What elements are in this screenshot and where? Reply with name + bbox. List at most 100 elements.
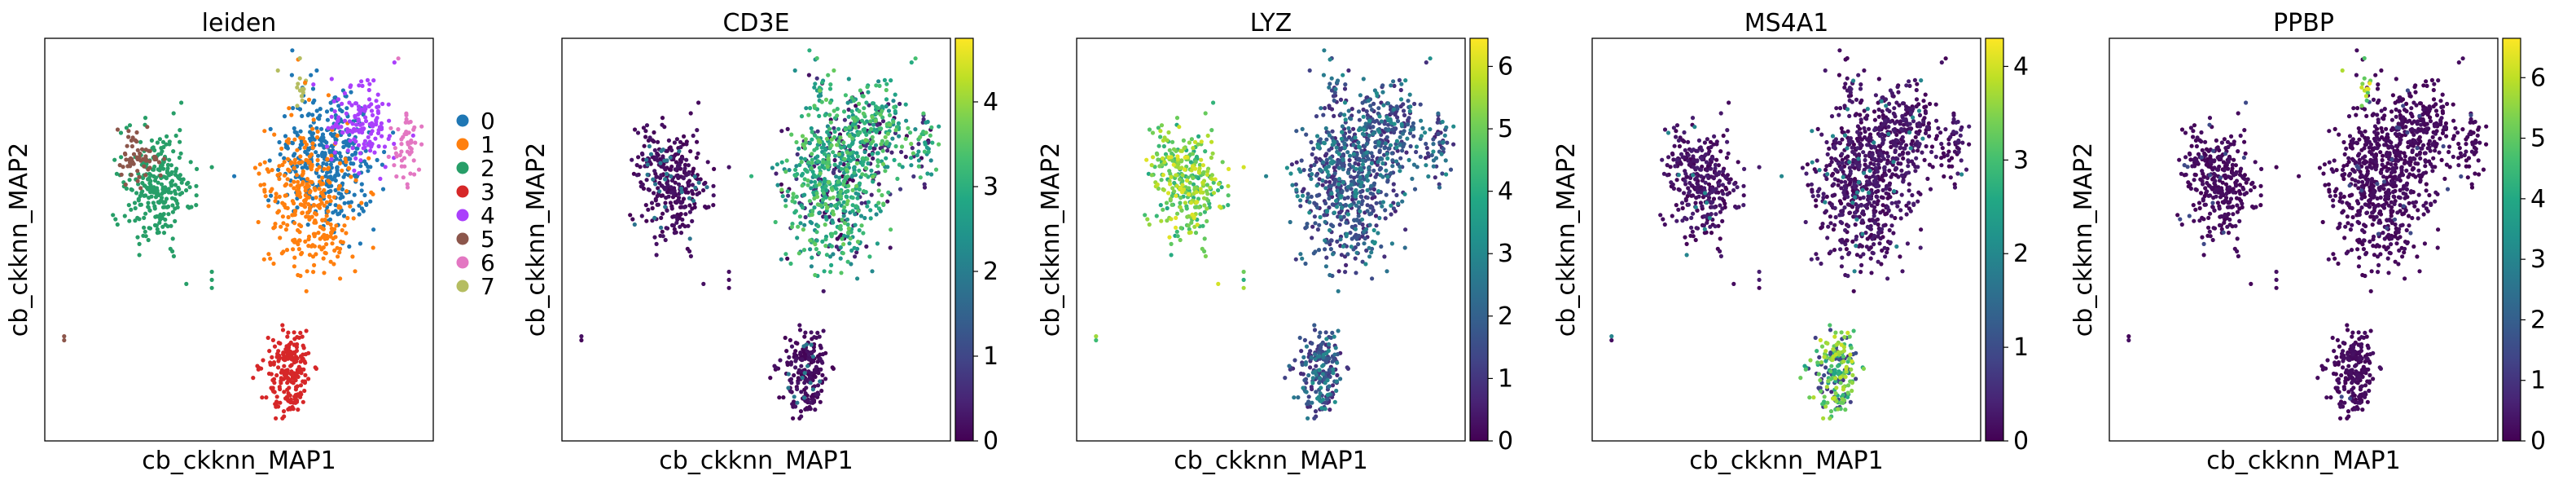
data-point — [280, 214, 285, 219]
data-point — [324, 170, 330, 175]
data-point — [863, 138, 868, 143]
data-point — [639, 184, 643, 189]
data-point — [1356, 144, 1362, 149]
data-point — [156, 152, 161, 157]
data-point — [308, 189, 313, 194]
data-point — [1327, 57, 1332, 62]
colorbar-tick-label: 4 — [1498, 178, 1513, 206]
data-point — [636, 155, 641, 160]
data-point — [909, 163, 914, 168]
data-point — [319, 200, 324, 205]
data-point — [705, 160, 710, 165]
data-point — [169, 190, 173, 195]
data-point — [169, 223, 173, 228]
data-point — [854, 161, 859, 165]
data-point — [1306, 195, 1310, 200]
data-point — [875, 106, 881, 111]
data-point — [832, 162, 837, 167]
data-point — [1198, 212, 1203, 217]
data-point — [798, 221, 803, 226]
data-point — [1323, 330, 1328, 335]
data-point — [835, 143, 840, 148]
data-point — [333, 173, 338, 178]
data-point — [1383, 208, 1388, 213]
data-point — [138, 186, 143, 191]
data-point — [1339, 136, 1344, 141]
data-point — [854, 183, 859, 188]
data-point — [119, 155, 124, 160]
data-point — [127, 178, 132, 183]
data-point — [1323, 219, 1327, 224]
data-point — [1308, 349, 1313, 354]
data-point — [1837, 73, 1841, 77]
data-point — [251, 376, 256, 381]
data-point — [138, 202, 143, 207]
data-point — [1938, 130, 1943, 135]
data-point — [312, 220, 317, 225]
data-point — [1196, 134, 1201, 139]
data-point — [857, 187, 862, 192]
data-point — [1444, 172, 1449, 177]
data-point — [314, 252, 318, 257]
data-point — [1880, 196, 1885, 200]
data-point — [152, 204, 157, 209]
data-point — [146, 205, 151, 209]
data-point — [800, 134, 805, 139]
data-point — [669, 190, 674, 195]
data-point — [1844, 247, 1849, 252]
data-point — [1346, 126, 1351, 130]
data-point — [292, 237, 297, 242]
data-point — [669, 148, 674, 152]
data-point — [341, 214, 347, 218]
data-point — [1395, 119, 1401, 124]
data-point — [1330, 359, 1335, 364]
data-point — [1160, 156, 1165, 161]
data-point — [807, 48, 812, 53]
data-point — [1344, 137, 1349, 142]
data-point — [808, 381, 813, 385]
data-point — [1709, 231, 1714, 236]
data-point — [644, 218, 649, 223]
data-point — [364, 201, 369, 206]
data-point — [647, 143, 652, 149]
data-point — [1209, 155, 1213, 161]
data-point — [371, 227, 376, 232]
data-point — [292, 355, 296, 361]
data-point — [1372, 240, 1377, 246]
data-point — [305, 158, 310, 163]
data-point — [1405, 136, 1410, 141]
data-point — [1363, 262, 1368, 267]
data-point — [351, 208, 356, 213]
data-point — [1334, 205, 1340, 209]
data-point — [1306, 416, 1310, 421]
data-point — [286, 137, 291, 142]
data-point — [1380, 200, 1385, 205]
data-point — [810, 221, 814, 226]
data-point — [847, 241, 852, 246]
data-point — [1308, 167, 1313, 172]
data-point — [873, 143, 879, 148]
data-point — [359, 206, 364, 211]
data-point — [1360, 162, 1365, 167]
data-point — [792, 351, 797, 356]
data-point — [340, 108, 344, 114]
data-point — [340, 130, 345, 135]
data-point — [664, 226, 669, 231]
data-point — [790, 199, 795, 204]
data-point — [279, 381, 283, 385]
data-point — [1398, 156, 1403, 161]
data-point — [320, 218, 325, 222]
data-point — [309, 73, 314, 77]
data-point — [804, 106, 809, 111]
data-point — [1925, 176, 1930, 181]
data-point — [1815, 126, 1820, 131]
data-point — [310, 254, 316, 259]
data-point — [1665, 163, 1670, 168]
data-point — [1161, 138, 1165, 143]
data-point — [831, 195, 836, 200]
data-point — [338, 196, 343, 200]
data-point — [305, 269, 309, 274]
data-point — [824, 253, 830, 258]
data-point — [807, 141, 813, 146]
data-point — [1205, 206, 1209, 211]
